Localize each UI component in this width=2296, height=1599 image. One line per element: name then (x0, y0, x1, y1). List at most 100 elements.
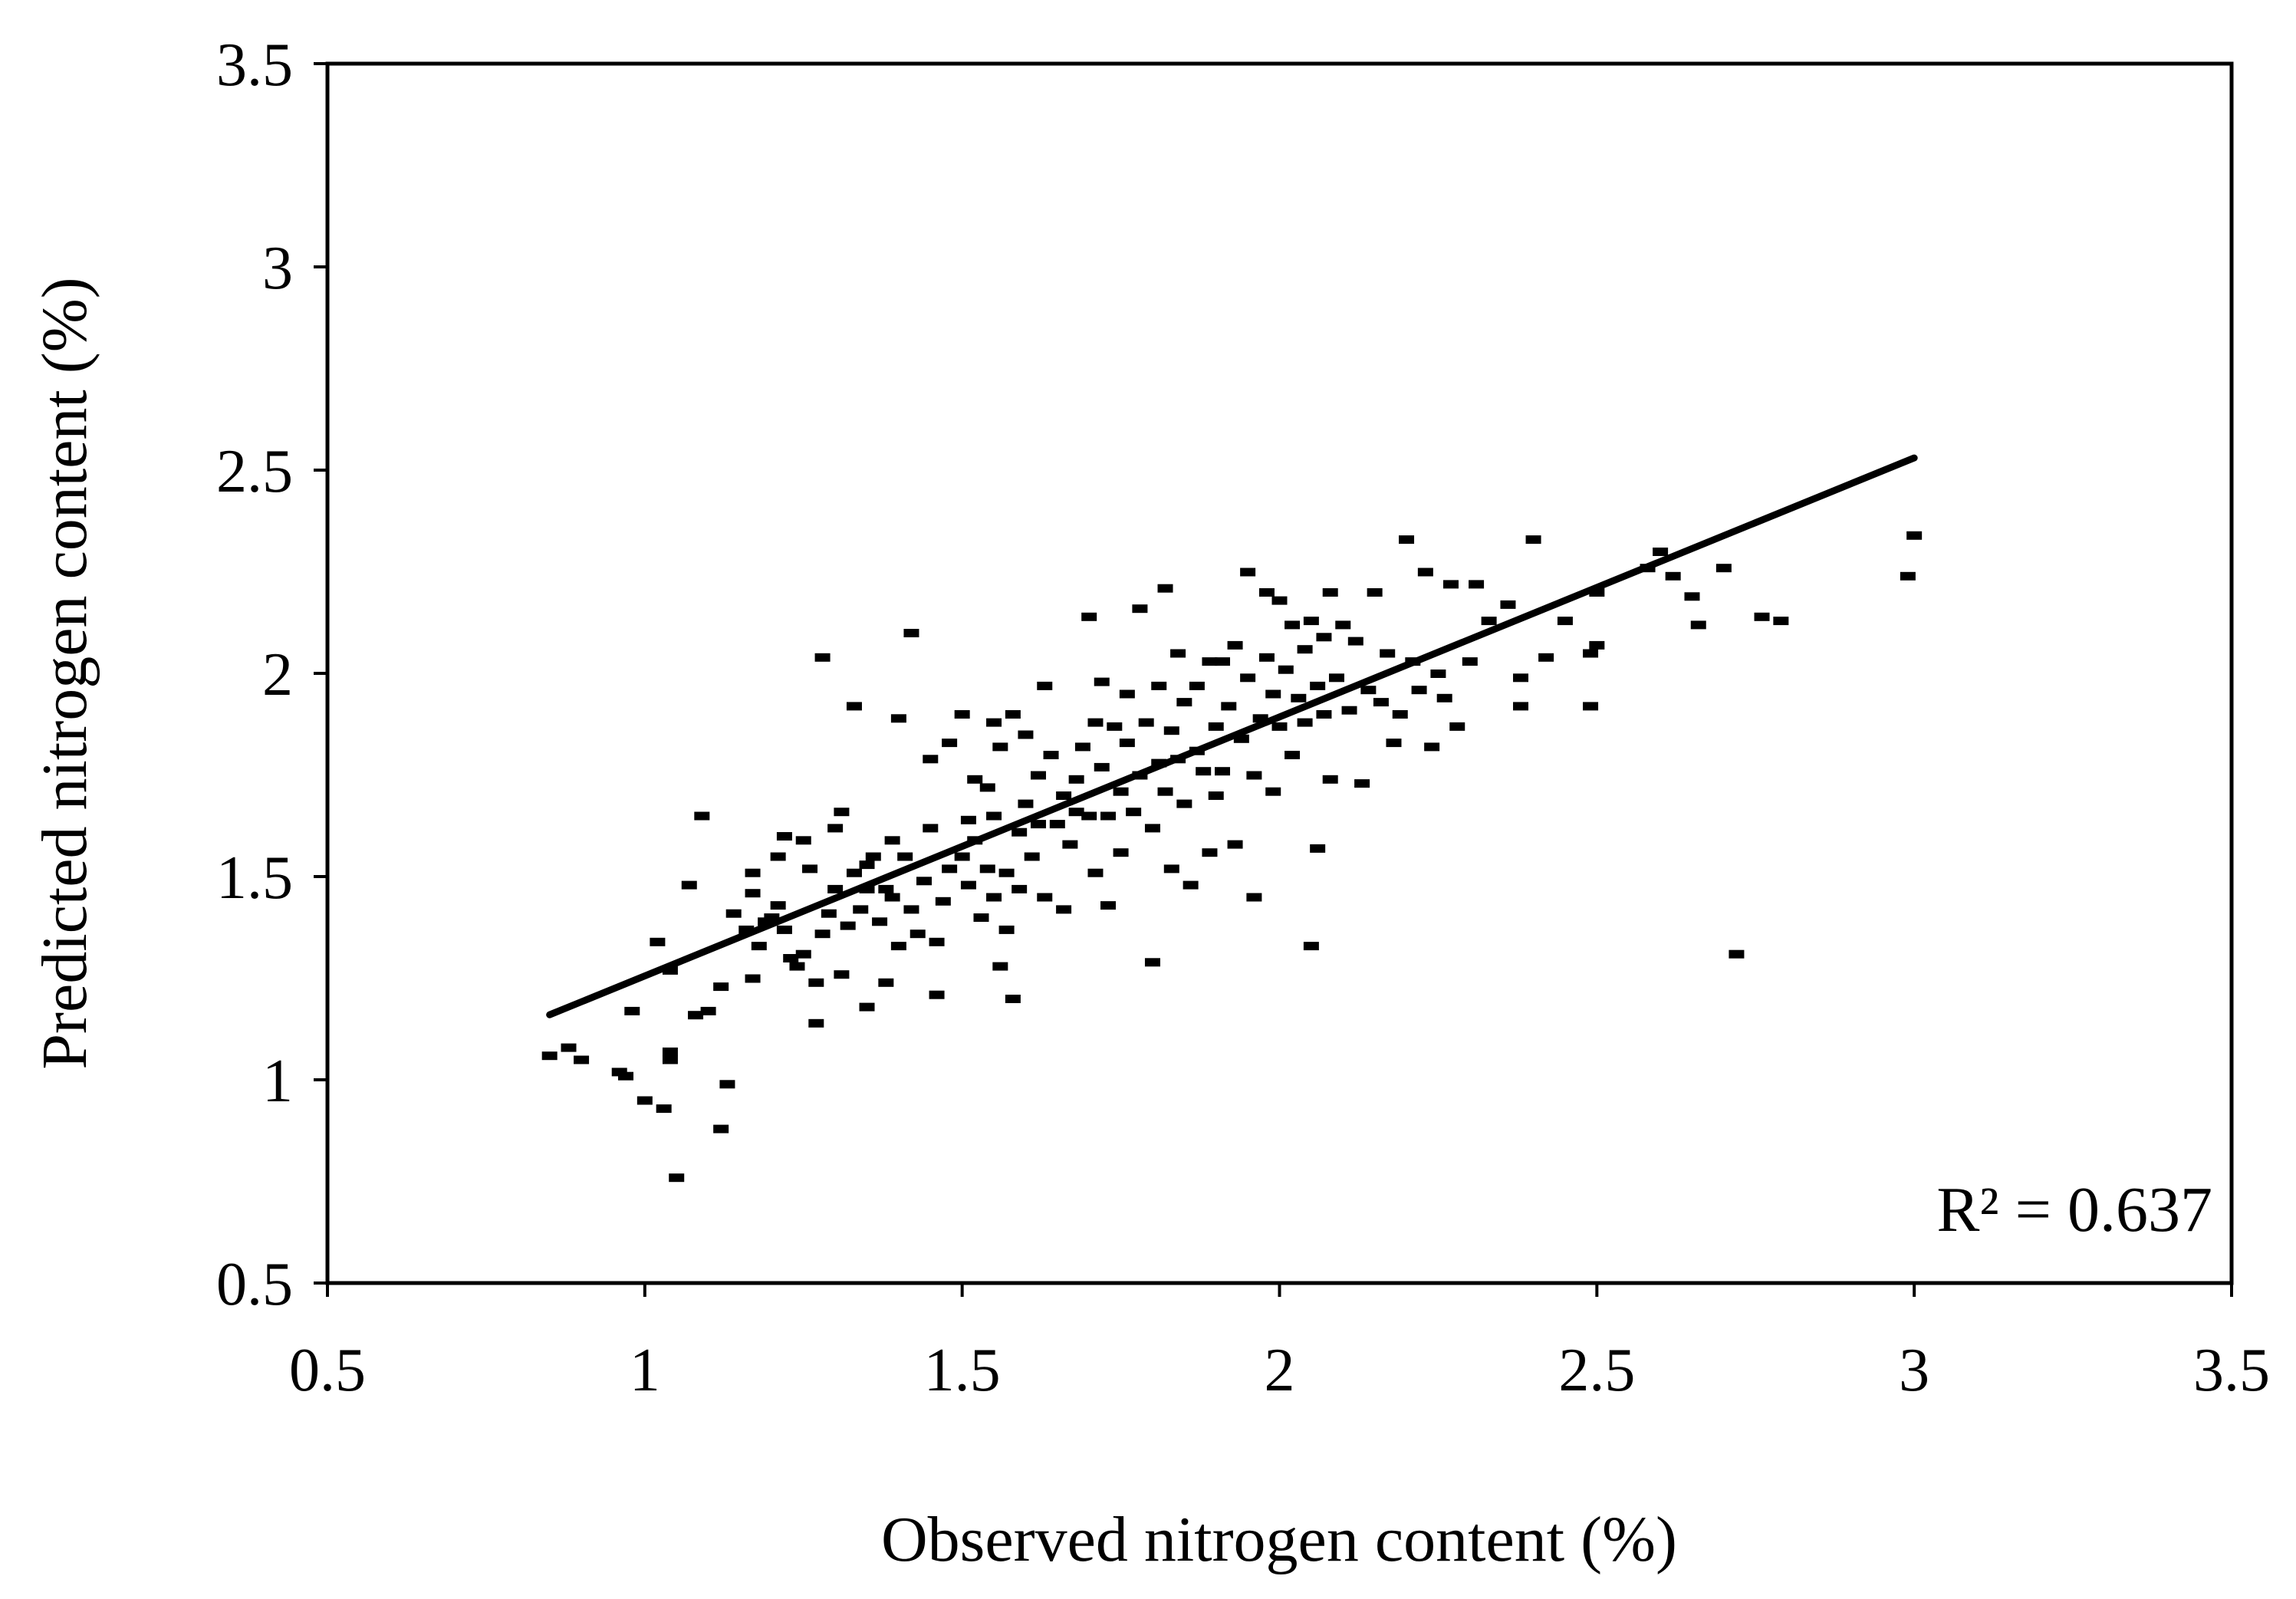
data-point (834, 808, 850, 817)
data-point (1005, 710, 1021, 719)
r-squared-annotation: R² = 0.637 (1936, 1174, 2212, 1245)
data-point (859, 884, 875, 893)
data-point (1271, 596, 1288, 605)
data-point (662, 1047, 678, 1056)
data-point (1500, 600, 1516, 609)
data-point (960, 880, 976, 890)
data-point (942, 739, 958, 748)
data-point (1310, 681, 1326, 690)
data-point (859, 1002, 875, 1012)
data-point (954, 852, 970, 861)
data-point (1068, 775, 1084, 784)
y-tick-label: 0.5 (216, 1251, 293, 1318)
data-point (1252, 714, 1268, 723)
data-point (795, 836, 811, 845)
data-point (821, 909, 837, 918)
data-point (1037, 681, 1053, 690)
data-point (745, 868, 761, 877)
data-point (1265, 787, 1281, 796)
data-point (745, 889, 761, 898)
data-point (770, 901, 786, 910)
data-point (865, 852, 881, 861)
data-point (1113, 848, 1129, 857)
data-point (662, 966, 678, 975)
data-point (1328, 673, 1344, 683)
data-point (998, 868, 1015, 877)
y-tick-label: 2 (262, 641, 293, 709)
data-point (986, 718, 1002, 727)
data-point (1081, 612, 1097, 621)
data-point (1100, 811, 1117, 821)
data-point (1386, 739, 1402, 748)
data-point (1151, 681, 1167, 690)
data-point (960, 815, 976, 824)
data-point (1583, 702, 1599, 711)
x-axis-title: Observed nitrogen content (%) (881, 1504, 1677, 1575)
data-point (1163, 864, 1179, 874)
data-point (942, 864, 958, 874)
data-point (878, 884, 894, 893)
data-point (1278, 665, 1294, 674)
data-point (802, 864, 818, 874)
data-point (903, 905, 919, 914)
data-point (1246, 771, 1262, 780)
data-point (1119, 689, 1135, 699)
data-point (1157, 787, 1173, 796)
data-point (776, 925, 792, 934)
data-point (1684, 592, 1700, 601)
data-point (1043, 751, 1059, 759)
data-point (719, 1080, 735, 1089)
data-point (1094, 762, 1110, 772)
y-axis-title: Predicted nitrogen content (%) (29, 277, 100, 1069)
x-tick-label: 3.5 (2193, 1337, 2270, 1404)
data-point (1481, 617, 1497, 626)
data-point (884, 893, 900, 902)
data-point (967, 775, 983, 784)
data-point (1011, 884, 1028, 893)
data-point (1056, 791, 1072, 800)
data-point (1138, 718, 1154, 727)
data-point (1341, 706, 1357, 715)
data-point (1417, 568, 1433, 577)
data-point (1900, 571, 1916, 581)
data-point (1297, 645, 1313, 654)
data-point (954, 710, 970, 719)
data-point (834, 970, 850, 979)
data-point (1246, 893, 1262, 902)
data-point (935, 897, 951, 906)
y-tick-label: 3.5 (216, 31, 293, 99)
data-point (1665, 571, 1681, 581)
y-tick-label: 2.5 (216, 438, 293, 505)
data-point (1049, 820, 1065, 829)
data-point (1018, 799, 1034, 808)
x-axis-ticks: 0.5 1 1.5 2 2.5 3 3.5 (289, 1283, 2270, 1404)
data-point (1056, 905, 1072, 914)
data-point (1589, 588, 1605, 597)
data-point (624, 1006, 640, 1015)
data-point (1176, 698, 1192, 707)
data-point (1087, 868, 1104, 877)
data-point (827, 884, 844, 893)
data-point (1227, 640, 1243, 650)
data-point (872, 917, 888, 926)
data-point (840, 921, 856, 930)
data-point (986, 811, 1002, 821)
data-point (1424, 742, 1440, 752)
data-point (1018, 730, 1034, 739)
data-point (1215, 767, 1231, 776)
data-point (1347, 637, 1363, 646)
data-point (1074, 742, 1090, 752)
x-tick-label: 1 (630, 1337, 660, 1404)
data-point (1513, 702, 1529, 711)
data-point (1538, 653, 1554, 662)
data-point (1094, 677, 1110, 686)
data-point (1144, 824, 1160, 833)
data-point (853, 905, 869, 914)
data-point (998, 925, 1015, 934)
data-point (1113, 787, 1129, 796)
data-point (1202, 657, 1218, 666)
data-point (1126, 808, 1142, 817)
data-point (1367, 588, 1383, 597)
data-point (808, 978, 824, 987)
